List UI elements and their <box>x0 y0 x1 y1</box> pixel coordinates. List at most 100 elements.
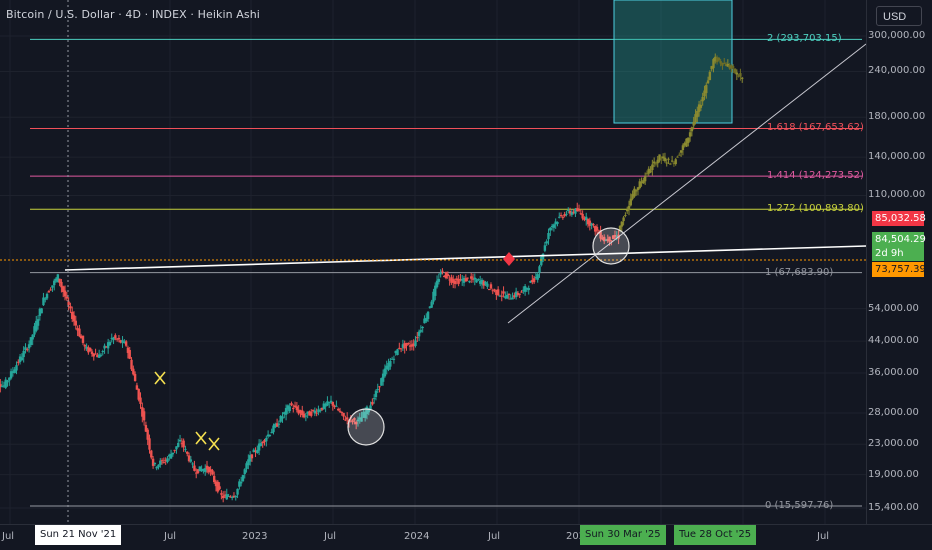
candle-body <box>574 208 577 214</box>
price-tick-label: 36,000.00 <box>868 367 919 379</box>
candle-body <box>531 279 534 283</box>
candle-body <box>13 369 16 373</box>
candle-body <box>351 420 354 423</box>
x-marker <box>208 437 220 451</box>
candle-body <box>252 449 255 453</box>
candle-body <box>529 281 532 283</box>
candle-body <box>459 278 462 281</box>
candle-body <box>45 293 49 299</box>
trendline-ascending[interactable] <box>507 43 867 324</box>
candle-body <box>331 401 335 406</box>
fib-label: 2 (293,703.15) <box>767 33 842 45</box>
candle-body <box>218 486 221 490</box>
candle-body <box>448 279 451 281</box>
candle-body <box>329 400 333 403</box>
candle-body <box>76 328 79 331</box>
proj-candle-body <box>629 198 632 206</box>
candle-body <box>202 469 205 471</box>
proj-candle-body <box>685 138 688 147</box>
projection-candles <box>618 53 744 233</box>
candle-body <box>500 295 503 297</box>
candle-body <box>212 475 216 483</box>
candle-body <box>22 350 25 358</box>
diamond-marker[interactable] <box>503 252 515 266</box>
candle-body <box>53 280 56 286</box>
candle-body <box>177 442 180 448</box>
candle-body <box>151 458 155 466</box>
candle-body <box>450 277 453 283</box>
candle-body <box>568 211 572 214</box>
candle-body <box>115 338 119 340</box>
proj-candle-body <box>640 181 643 184</box>
candle-body <box>338 410 342 412</box>
fib-label: 1.272 (100,893.80) <box>767 203 864 215</box>
candle-body <box>33 326 36 335</box>
proj-candle-body <box>638 181 641 189</box>
proj-candle-body <box>636 187 640 191</box>
candle-body <box>92 353 95 357</box>
candle-body <box>559 215 563 217</box>
candle-body <box>146 429 149 440</box>
candle-body <box>47 291 51 293</box>
candle-body <box>541 253 545 260</box>
candle-body <box>83 345 86 347</box>
candle-body <box>135 385 139 390</box>
candle-body <box>401 344 405 348</box>
candle-body <box>360 417 363 422</box>
candle-body <box>592 224 595 226</box>
time-tick-label: Jul <box>488 531 501 542</box>
proj-candle-body <box>714 56 717 62</box>
candle-body <box>410 344 414 347</box>
candle-body <box>24 347 27 350</box>
proj-candle-body <box>669 163 672 165</box>
candle-body <box>313 410 317 414</box>
candle-body <box>54 278 58 281</box>
candle-body <box>432 291 435 302</box>
candle-body <box>272 425 275 433</box>
candle-body <box>380 378 383 386</box>
proj-candle-body <box>622 217 625 222</box>
candle-body <box>299 410 302 413</box>
candle-body <box>581 213 584 219</box>
candle-body <box>105 346 108 348</box>
candle-body <box>527 287 530 291</box>
candle-body <box>495 289 498 295</box>
candle-body <box>319 410 322 412</box>
price-tick-label: 180,000.00 <box>868 111 926 123</box>
candle-body <box>514 291 518 298</box>
candle-body <box>534 276 538 279</box>
candle-body <box>545 241 548 244</box>
candle-body <box>225 494 228 500</box>
proj-candle-body <box>694 114 697 123</box>
proj-candle-body <box>643 176 647 182</box>
candle-body <box>461 279 464 281</box>
candle-body <box>302 413 306 418</box>
currency-selector[interactable]: USD <box>876 6 922 26</box>
candle-body <box>304 415 308 417</box>
candle-body <box>470 276 473 279</box>
candle-body <box>509 298 512 300</box>
candle-body <box>565 213 568 215</box>
candle-body <box>496 289 500 296</box>
candle-body <box>18 356 22 362</box>
candle-body <box>11 371 15 373</box>
candle-body <box>178 440 182 442</box>
proj-candle-body <box>670 160 674 162</box>
proj-candle-body <box>634 190 638 192</box>
proj-candle-body <box>715 57 719 63</box>
candle-body <box>441 270 444 272</box>
trendline-resistance[interactable] <box>64 245 867 271</box>
fib-label: 1.414 (124,273.52) <box>767 170 864 182</box>
candle-body <box>576 208 579 211</box>
time-marker-badge: Sun 21 Nov '21 <box>35 525 122 545</box>
candle-body <box>520 291 523 293</box>
candle-body <box>396 349 399 356</box>
candle-body <box>425 317 428 322</box>
candle-body <box>72 315 76 322</box>
candle-body <box>88 347 92 351</box>
time-marker-badge: Tue 28 Oct '25 <box>674 525 757 545</box>
candle-body <box>421 326 424 328</box>
candle-body <box>471 278 475 280</box>
candle-body <box>182 440 185 448</box>
